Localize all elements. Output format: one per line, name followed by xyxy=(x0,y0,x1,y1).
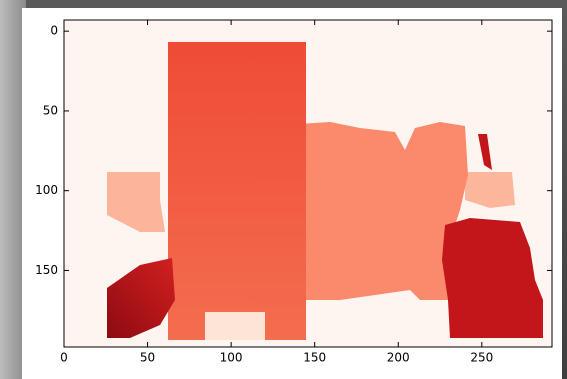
x-tick-label: 100 xyxy=(220,351,243,365)
page: {"chart_data": {"type": "image", "xlim":… xyxy=(0,0,567,379)
region xyxy=(337,300,427,340)
y-tick-label: 100 xyxy=(35,183,58,197)
region xyxy=(168,42,306,340)
image-plot xyxy=(64,20,552,347)
x-tick-label: 0 xyxy=(60,351,68,365)
y-tick-label: 50 xyxy=(43,103,58,117)
x-tick-label: 50 xyxy=(140,351,155,365)
screenshot: 0 50 100 150 200 250 0 50 100 150 xyxy=(0,0,567,379)
x-tick-label: 150 xyxy=(303,351,326,365)
x-tick-label: 250 xyxy=(470,351,493,365)
x-tick-label: 200 xyxy=(387,351,410,365)
y-tick-label: 0 xyxy=(50,24,58,38)
region xyxy=(205,312,265,340)
region xyxy=(296,122,468,300)
y-tick-label: 150 xyxy=(35,263,58,277)
